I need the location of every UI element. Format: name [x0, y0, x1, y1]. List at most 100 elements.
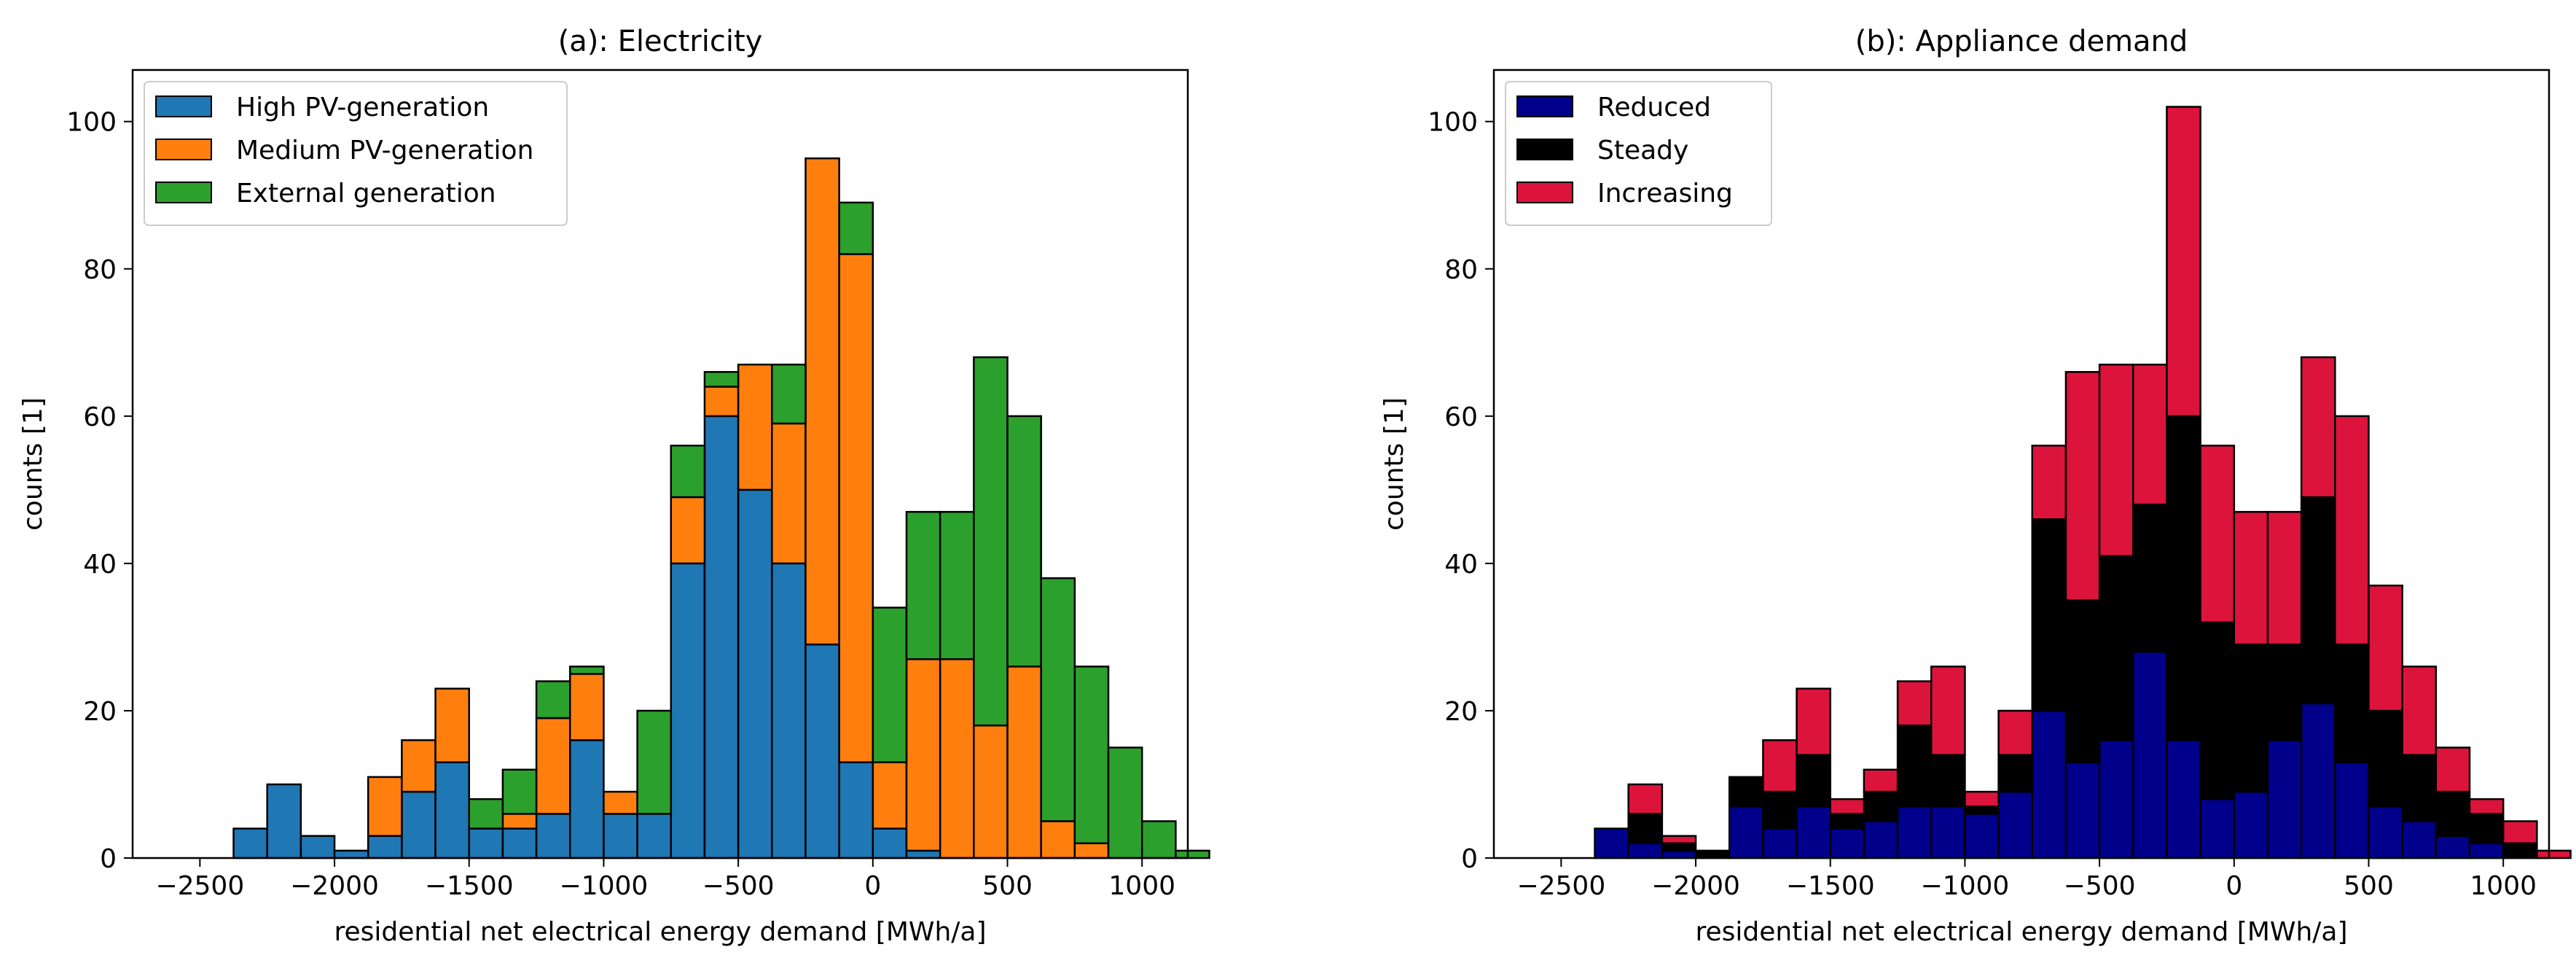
bar-b-s1-bin6 [1762, 790, 1798, 830]
x-tick-label: 500 [982, 871, 1033, 901]
chart-panel-a: (a): Electricity residential net electri… [18, 25, 1210, 947]
bar-b-s0-bin16 [2098, 739, 2134, 859]
bar-a-s1-bin5 [367, 776, 403, 837]
bar-b-s0-bin8 [1829, 827, 1866, 859]
bar-b-s0-bin22 [2300, 702, 2336, 859]
bar-b-s2-bin29 [2536, 849, 2572, 859]
bar-b-s2-bin11 [1930, 666, 1966, 756]
bar-b-s1-bin23 [2334, 643, 2370, 763]
bar-a-s0-bin7 [434, 761, 470, 859]
bar-a-s2-bin17 [771, 363, 807, 425]
legend-label: High PV-generation [236, 93, 489, 122]
y-tick-label: 0 [100, 844, 117, 874]
bar-b-s2-bin25 [2401, 666, 2438, 756]
bar-a-s2-bin8 [468, 798, 504, 830]
bar-a-s0-bin21 [905, 849, 941, 859]
bar-a-s1-bin24 [1006, 666, 1042, 859]
bar-a-s2-bin28 [1140, 820, 1177, 859]
bar-a-s2-bin9 [501, 768, 538, 815]
bar-a-s0-bin2 [266, 783, 302, 859]
bar-b-s0-bin14 [2031, 709, 2067, 859]
legend-label: Increasing [1597, 179, 1733, 208]
bar-b-s2-bin6 [1762, 739, 1798, 793]
bar-a-s0-bin1 [232, 827, 268, 859]
bar-a-s2-bin13 [636, 709, 673, 815]
bar-b-s1-bin8 [1829, 813, 1866, 830]
legend-swatch [1516, 95, 1573, 117]
bar-a-s0-bin8 [468, 827, 504, 859]
bar-b-s1-bin20 [2233, 643, 2269, 793]
bar-a-s1-bin6 [401, 739, 436, 793]
chart-title-a: (a): Electricity [558, 25, 763, 58]
bar-b-s1-bin16 [2098, 555, 2134, 741]
bar-b-s2-bin28 [2502, 820, 2538, 845]
y-tick-label: 60 [83, 402, 117, 432]
bar-a-s0-bin12 [603, 813, 638, 859]
y-tick-label: 20 [1444, 697, 1478, 727]
bar-b-s2-bin2 [1627, 783, 1664, 815]
bar-a-s2-bin27 [1107, 746, 1143, 859]
bar-a-s0-bin10 [535, 813, 571, 859]
bar-b-s0-bin7 [1796, 806, 1831, 859]
bar-b-s1-bin7 [1796, 754, 1831, 808]
bar-a-s2-bin11 [569, 666, 605, 675]
bar-b-s2-bin7 [1796, 687, 1831, 756]
bar-b-s2-bin21 [2266, 510, 2303, 646]
bar-a-s2-bin20 [872, 607, 908, 763]
bar-a-s1-bin17 [771, 422, 807, 565]
bar-b-s0-bin26 [2435, 835, 2471, 859]
bar-b-s0-bin12 [1964, 813, 2000, 859]
bar-a-s0-bin17 [771, 562, 807, 859]
bar-b-s2-bin12 [1964, 790, 2000, 808]
x-tick-label: 0 [2225, 871, 2242, 901]
bar-a-s1-bin20 [872, 761, 908, 830]
bar-b-s0-bin15 [2064, 761, 2101, 859]
bar-b-s1-bin25 [2401, 754, 2438, 822]
bar-a-s2-bin19 [838, 201, 874, 255]
y-tick-label: 100 [1428, 108, 1478, 138]
bar-b-s2-bin16 [2098, 363, 2134, 558]
bar-b-s2-bin23 [2334, 415, 2370, 646]
bar-a-s2-bin24 [1006, 415, 1042, 668]
bar-b-s2-bin26 [2435, 746, 2471, 793]
bar-a-s2-bin29 [1175, 849, 1210, 859]
bar-b-s2-bin13 [1997, 709, 2034, 756]
bar-b-s0-bin20 [2233, 790, 2269, 859]
bar-a-s1-bin7 [434, 687, 470, 763]
bar-b-s1-bin22 [2300, 496, 2336, 705]
bar-b-s2-bin9 [1863, 768, 1899, 793]
chart-title-b: (b): Appliance demand [1855, 25, 2188, 58]
bar-b-s2-bin19 [2199, 444, 2236, 623]
legend-label: Reduced [1597, 93, 1711, 122]
bar-b-s1-bin26 [2435, 790, 2471, 837]
bar-a-s1-bin25 [1040, 820, 1076, 859]
bar-a-s1-bin12 [603, 790, 638, 815]
bar-b-s0-bin5 [1728, 806, 1764, 859]
x-tick-label: 500 [2344, 871, 2394, 901]
bar-b-s2-bin8 [1829, 798, 1866, 815]
bar-a-s0-bin9 [501, 827, 538, 859]
bar-b-s2-bin3 [1661, 835, 1697, 845]
bar-b-s0-bin1 [1594, 827, 1629, 859]
bar-a-s0-bin14 [670, 562, 706, 859]
bar-a-s2-bin25 [1040, 577, 1076, 822]
bar-b-s2-bin15 [2064, 370, 2101, 601]
bar-b-s1-bin4 [1694, 849, 1731, 859]
bar-a-s1-bin10 [535, 717, 571, 815]
bars-b [1594, 106, 2572, 859]
legend-swatch [155, 95, 212, 117]
x-axis-label-a: residential net electrical energy demand… [334, 917, 986, 947]
bar-a-s0-bin6 [401, 790, 436, 859]
bar-b-s1-bin5 [1728, 776, 1764, 808]
bar-a-s2-bin15 [703, 370, 740, 388]
bar-a-s1-bin26 [1073, 842, 1110, 859]
bar-a-s1-bin9 [501, 813, 538, 830]
bar-a-s2-bin22 [939, 510, 975, 660]
bar-b-s2-bin24 [2368, 584, 2403, 712]
y-tick-label: 60 [1444, 402, 1478, 432]
bar-b-s0-bin9 [1863, 820, 1899, 859]
bar-b-s0-bin24 [2368, 806, 2403, 859]
bar-b-s2-bin27 [2468, 798, 2505, 815]
y-tick-label: 40 [83, 550, 117, 580]
